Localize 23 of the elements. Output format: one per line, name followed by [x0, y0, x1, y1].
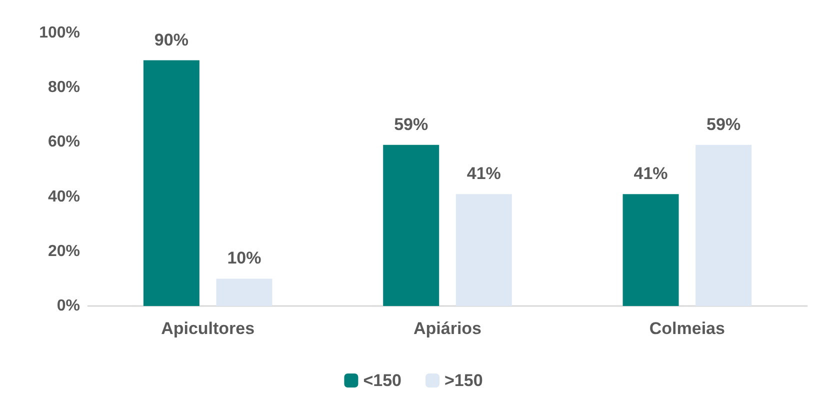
y-tick-label: 40%	[48, 188, 80, 206]
legend-label: <150	[363, 371, 402, 390]
legend-label: >150	[444, 371, 483, 390]
y-tick-label: 20%	[48, 242, 80, 260]
bar	[622, 194, 679, 306]
data-label: 41%	[466, 164, 501, 184]
bar	[696, 144, 752, 306]
data-label: 59%	[706, 114, 741, 134]
data-label: 10%	[227, 248, 262, 268]
bar	[143, 60, 200, 306]
y-tick-label: 60%	[48, 134, 80, 151]
data-label: 90%	[154, 30, 188, 50]
y-tick-label: 100%	[39, 24, 80, 42]
bar	[456, 194, 512, 306]
bar	[383, 144, 440, 306]
x-tick-label: Apiários	[413, 319, 482, 338]
x-tick-label: Colmeias	[649, 319, 725, 338]
data-label: 59%	[394, 114, 428, 134]
data-label: 41%	[634, 164, 668, 184]
x-tick-label: Apicultores	[161, 319, 255, 338]
y-tick-label: 80%	[48, 79, 80, 96]
y-tick-label: 0%	[56, 298, 80, 314]
bar	[216, 278, 272, 306]
